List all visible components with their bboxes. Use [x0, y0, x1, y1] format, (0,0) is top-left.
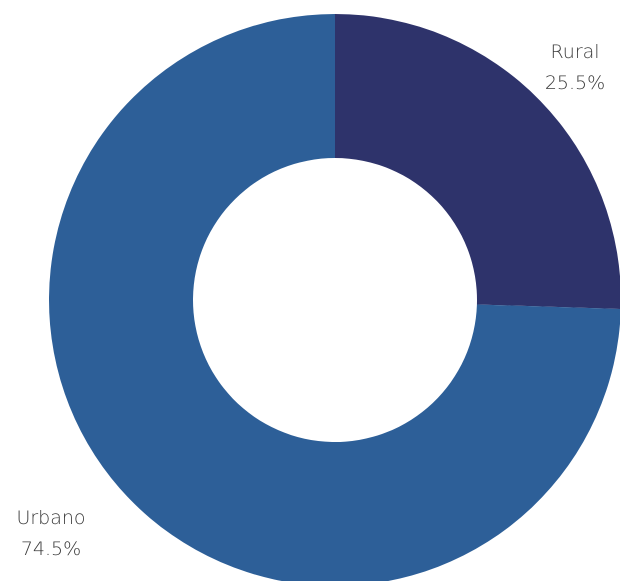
rural-slice-value-label: 25.5%	[545, 72, 605, 94]
urbano-slice-value-label: 74.5%	[21, 538, 81, 560]
rural-slice	[335, 14, 620, 309]
urbano-slice-label: Urbano	[16, 507, 85, 529]
urbano-slice	[49, 14, 620, 581]
donut-slices	[49, 14, 620, 581]
rural-slice-label: Rural	[550, 41, 599, 63]
